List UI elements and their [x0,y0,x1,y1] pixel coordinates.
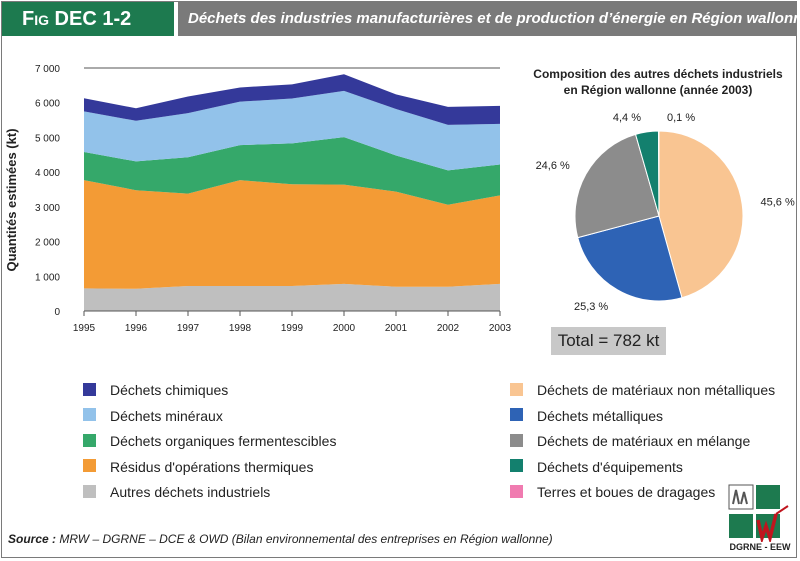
legend-right-item: Terres et boues de dragages [510,482,715,502]
legend-label: Déchets de matériaux en mélange [537,433,751,449]
legend-label: Déchets d'équipements [537,458,683,475]
area-series-3 [84,90,500,171]
legend-label: Déchets organiques fermentescibles [110,433,337,449]
x-tick-label: 2001 [385,323,408,334]
y-tick-label: 0 [54,307,60,318]
legend-swatch [510,433,523,447]
pie-label-4: 0,1 % [667,112,695,124]
legend-right-item: Déchets métalliques [510,406,663,426]
legend-label: Déchets chimiques [110,382,229,398]
area-chart: 0 1 000 2 000 3 000 4 000 5 000 6 000 7 000 1995… [35,64,512,334]
legend-left-item: Déchets minéraux [83,406,223,426]
y-tick-label: 1 000 [35,272,60,283]
x-tick-label: 1996 [125,323,148,334]
legend-swatch [510,408,523,422]
legend-swatch [83,459,96,473]
pie-chart: Composition des autres déchets industrie… [533,67,795,313]
y-axis-label: Quantités estimées (kt) [4,128,19,271]
legend-right-item: Déchets de matériaux en mélange [510,431,750,451]
legend-right-item: Déchets d'équipements [510,457,683,477]
legend-label: Déchets de matériaux non métalliques [537,382,776,398]
x-tick-label: 2003 [489,323,512,334]
pie-title-line1: Composition des autres déchets industrie… [533,67,783,81]
y-tick-label: 6 000 [35,99,60,110]
x-tick-label: 1997 [177,323,200,334]
legend-swatch [83,433,96,447]
dgrne-logo: DGRNE - EEW [728,484,792,558]
pie-slice-2 [574,133,660,239]
source-note: Source : MRW – DGRNE – DCE & OWD (Bilan … [8,532,553,546]
legend-label: Résidus d'opérations thermiques [110,458,314,475]
pie-total: Total = 782 kt [551,327,666,355]
y-tick-label: 7 000 [35,64,60,75]
legend-left-item: Résidus d'opérations thermiques [83,457,313,477]
legend-swatch [83,408,96,422]
x-tick-label: 2002 [437,323,460,334]
area-series-4 [84,74,500,125]
legend-label: Terres et boues de dragages [537,484,716,500]
x-tick-label: 1995 [73,323,96,334]
legend-label: Déchets métalliques [537,407,664,424]
legend-left-item: Autres déchets industriels [83,482,270,502]
legend-swatch [510,484,523,498]
legend-left-item: Déchets chimiques [83,380,228,400]
area-series-0 [84,283,500,311]
y-tick-label: 3 000 [35,203,60,214]
legend-swatch [510,382,523,396]
y-tick-label: 2 000 [35,238,60,249]
figure-title: Déchets des industries manufacturières e… [178,2,800,36]
pie-slice-1 [577,215,683,302]
pie-label-2: 24,6 % [536,160,570,172]
legend-swatch [510,459,523,473]
pie-slice-4 [657,130,660,217]
pie-label-1: 25,3 % [574,301,608,313]
y-tick-label: 5 000 [35,133,60,144]
pie-slice-0 [658,130,744,299]
pie-title-line2: en Région wallonne (année 2003) [564,83,753,97]
legend-swatch [83,484,96,498]
area-series-1 [84,180,500,289]
x-tick-label: 2000 [333,323,356,334]
figure-code: FIG DEC 1-2 [2,2,174,36]
pie-label-0: 45,6 % [761,197,795,209]
pie-label-3: 4,4 % [613,112,641,124]
x-tick-label: 1998 [229,323,252,334]
legend-label: Autres déchets industriels [110,484,271,500]
y-tick-label: 4 000 [35,168,60,179]
legend-left-item: Déchets organiques fermentescibles [83,431,336,451]
svg-text:Quantités estimées (kt): Quantités estimées (kt) [4,128,19,271]
legend-label: Déchets minéraux [110,407,223,424]
legend-swatch [83,382,96,396]
legend-right-item: Déchets de matériaux non métalliques [510,380,775,400]
x-tick-label: 1999 [281,323,304,334]
area-series-2 [84,137,500,205]
